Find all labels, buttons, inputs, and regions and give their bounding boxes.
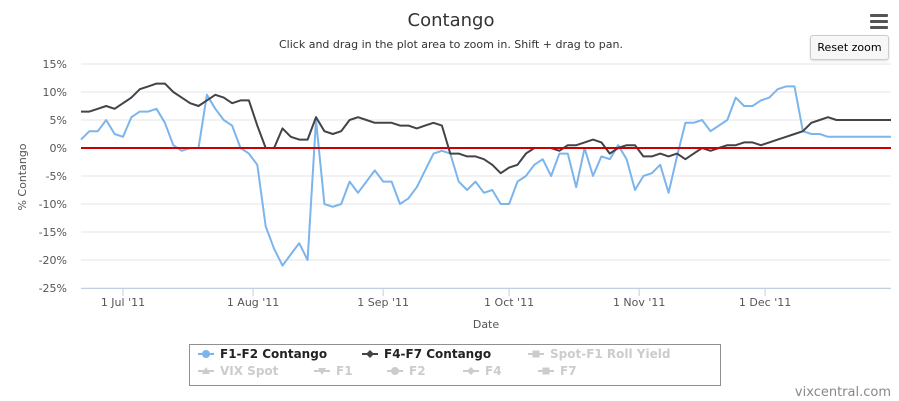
legend-item-f1[interactable]: F1 xyxy=(314,364,353,378)
y-tick-label: 10% xyxy=(43,86,67,99)
legend-label: VIX Spot xyxy=(220,364,279,378)
legend-label: F1-F2 Contango xyxy=(220,347,327,361)
x-tick-label: 1 Nov '11 xyxy=(613,296,665,309)
x-tick-label: 1 Dec '11 xyxy=(739,296,791,309)
legend-marker-square xyxy=(532,350,540,358)
legend-label: F4-F7 Contango xyxy=(384,347,491,361)
x-axis: 1 Jul '11 1 Aug '11 1 Sep '11 1 Oct '11 1 No… xyxy=(81,288,891,309)
y-tick-label: 5% xyxy=(50,114,67,127)
legend-label: F7 xyxy=(560,364,577,378)
y-axis-title: % Contango xyxy=(16,143,29,210)
y-tick-label: -25% xyxy=(39,282,67,295)
hamburger-menu-icon[interactable] xyxy=(868,14,890,32)
y-tick-label: -15% xyxy=(39,226,67,239)
x-tick-label: 1 Jul '11 xyxy=(101,296,145,309)
legend-box xyxy=(189,344,721,386)
legend-label: F4 xyxy=(485,364,502,378)
legend-marker-circle xyxy=(202,350,210,358)
legend-item-f7[interactable]: F7 xyxy=(538,364,577,378)
x-tick-label: 1 Sep '11 xyxy=(357,296,409,309)
legend-item-f4-f7-contango[interactable]: F4-F7 Contango xyxy=(362,347,491,361)
legend-label: Spot-F1 Roll Yield xyxy=(550,347,670,361)
legend-item-f4[interactable]: F4 xyxy=(463,364,502,378)
legend-label: F2 xyxy=(409,364,426,378)
y-tick-label: -10% xyxy=(39,198,67,211)
x-axis-title: Date xyxy=(473,318,500,331)
reset-zoom-button[interactable]: Reset zoom xyxy=(810,35,889,60)
legend: F1-F2 Contango F4-F7 Contango Spot-F1 Roll… xyxy=(189,344,721,386)
y-tick-label: 15% xyxy=(43,58,67,71)
chart-title: Contango xyxy=(408,10,495,31)
legend-marker-diamond xyxy=(467,367,475,375)
legend-marker-diamond xyxy=(366,350,374,358)
y-axis: 15% 10% 5% 0% -5% -10% -15% -20% -25% xyxy=(39,58,67,295)
legend-item-spot-f1-roll-yield[interactable]: Spot-F1 Roll Yield xyxy=(528,347,670,361)
legend-label: F1 xyxy=(336,364,353,378)
legend-item-f2[interactable]: F2 xyxy=(387,364,426,378)
legend-item-f1-f2-contango[interactable]: F1-F2 Contango xyxy=(198,347,327,361)
x-tick-label: 1 Oct '11 xyxy=(484,296,534,309)
chart-subtitle: Click and drag in the plot area to zoom … xyxy=(279,38,623,51)
y-tick-label: -5% xyxy=(46,170,67,183)
series-line-f1-f2-contango[interactable] xyxy=(80,85,891,267)
credit-text[interactable]: vixcentral.com xyxy=(795,385,891,400)
legend-marker-triangle-down xyxy=(318,368,326,375)
legend-marker-triangle xyxy=(202,367,210,374)
legend-marker-square xyxy=(542,367,550,375)
legend-item-vix-spot[interactable]: VIX Spot xyxy=(198,364,279,378)
x-tick-label: 1 Aug '11 xyxy=(227,296,280,309)
plot-area[interactable] xyxy=(80,64,891,288)
y-tick-label: -20% xyxy=(39,254,67,267)
legend-marker-circle xyxy=(391,367,399,375)
series-line-f4-f7-contango[interactable] xyxy=(81,82,891,175)
y-tick-label: 0% xyxy=(50,142,67,155)
